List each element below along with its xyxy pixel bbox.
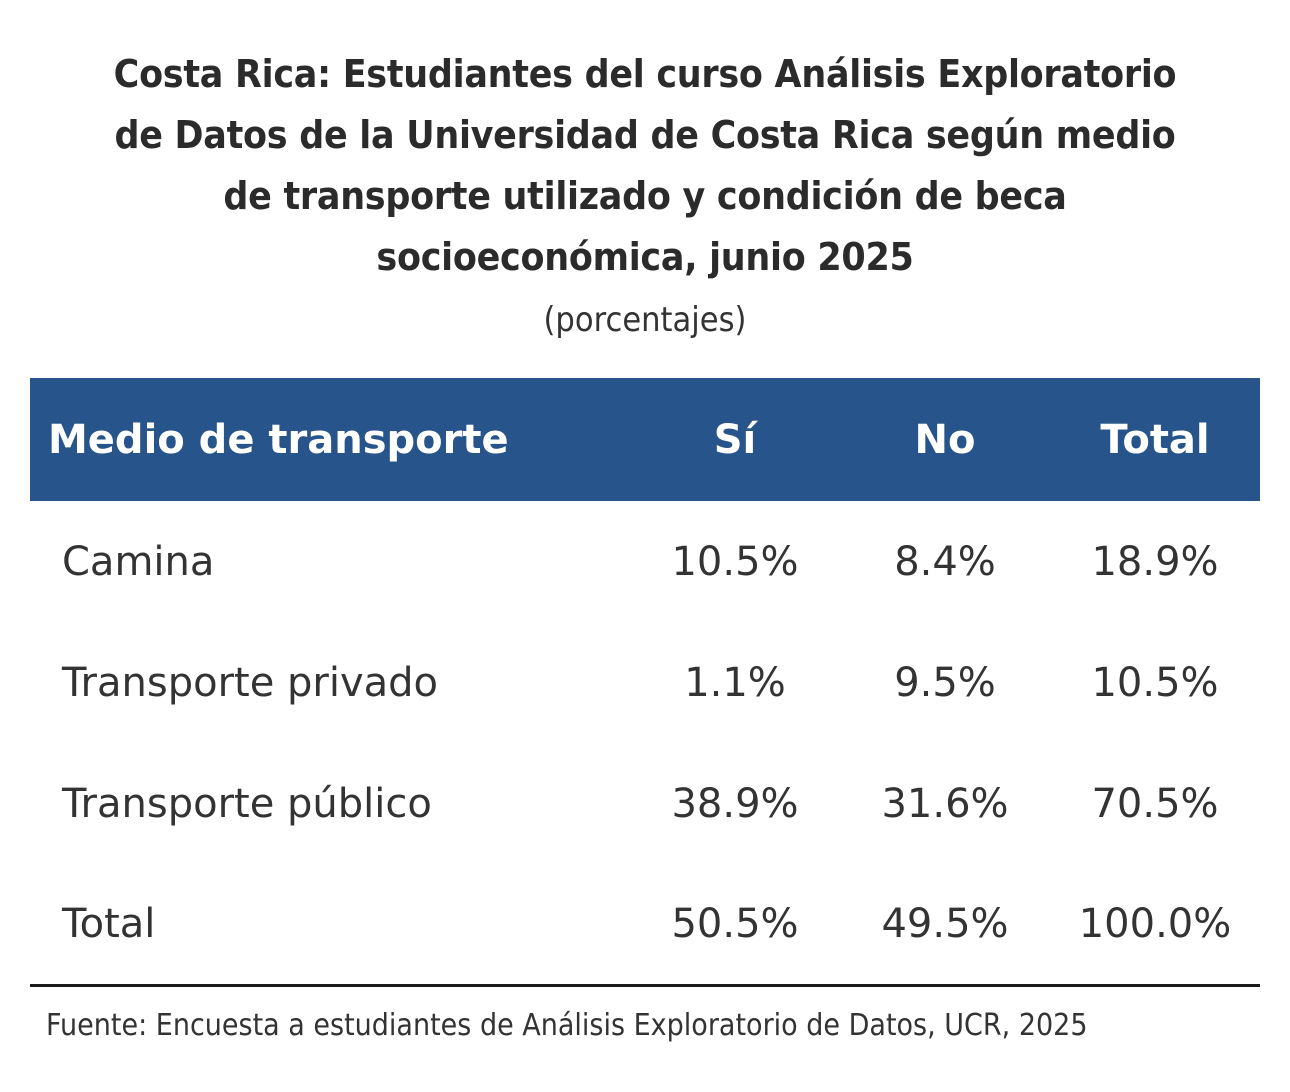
cell-no: 31.6% xyxy=(881,780,1009,827)
row-label: Total xyxy=(62,900,156,947)
cell-total: 70.5% xyxy=(1091,780,1219,827)
cell-no: 49.5% xyxy=(881,900,1009,947)
header-row: Medio de transporte Sí No Total xyxy=(30,378,1260,501)
cell-si: 10.5% xyxy=(671,538,799,585)
column-header-medio: Medio de transporte xyxy=(48,416,509,463)
table-row: Camina 10.5% 8.4% 18.9% xyxy=(30,501,1260,622)
table-header: Medio de transporte Sí No Total xyxy=(30,378,1260,501)
cell-total: 18.9% xyxy=(1091,538,1219,585)
table-body: Camina 10.5% 8.4% 18.9% Transporte priva… xyxy=(30,501,1260,985)
table-row: Transporte público 38.9% 31.6% 70.5% xyxy=(30,743,1260,864)
column-header-no: No xyxy=(914,416,976,463)
row-label: Camina xyxy=(62,538,215,585)
cell-si: 38.9% xyxy=(671,780,799,827)
table-title: Costa Rica: Estudiantes del curso Anális… xyxy=(113,52,1177,279)
table-subtitle: (porcentajes) xyxy=(543,300,747,340)
cell-no: 8.4% xyxy=(894,538,996,585)
source-note: Fuente: Encuesta a estudiantes de Anális… xyxy=(46,1008,1088,1043)
row-label: Transporte público xyxy=(62,780,432,827)
cell-si: 50.5% xyxy=(671,900,799,947)
cell-total: 100.0% xyxy=(1078,900,1232,947)
data-table: Medio de transporte Sí No Total Camina 1… xyxy=(30,378,1260,987)
title-block: Costa Rica: Estudiantes del curso Anális… xyxy=(40,44,1250,342)
table-row-total: Total 50.5% 49.5% 100.0% xyxy=(30,864,1260,985)
cell-no: 9.5% xyxy=(894,659,996,706)
row-label: Transporte privado xyxy=(62,659,439,706)
column-header-total: Total xyxy=(1100,416,1210,463)
column-header-si: Sí xyxy=(713,416,757,463)
table-row: Transporte privado 1.1% 9.5% 10.5% xyxy=(30,622,1260,743)
cell-total: 10.5% xyxy=(1091,659,1219,706)
cell-si: 1.1% xyxy=(684,659,786,706)
